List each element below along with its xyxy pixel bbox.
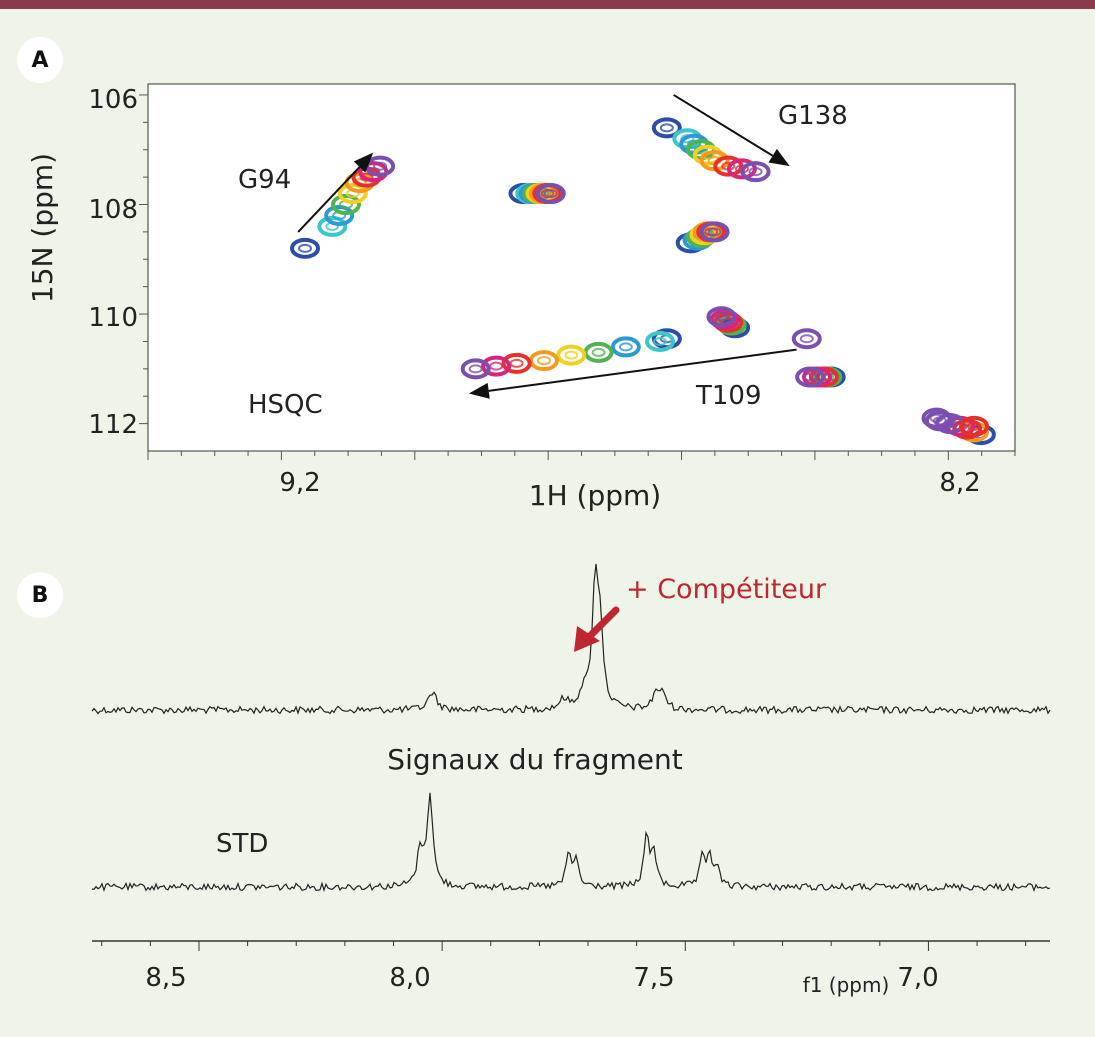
hsqc-peak — [924, 410, 955, 432]
x-tick-9-2: 9,2 — [279, 468, 320, 498]
hsqc-peak — [324, 204, 355, 226]
fragment-signals-label: Signaux du fragment — [387, 743, 682, 776]
hsqc-peak-contour — [591, 347, 606, 357]
hsqc-peak-contour — [543, 189, 558, 199]
std-label: STD — [216, 829, 268, 859]
direction-arrow — [673, 94, 790, 167]
hsqc-peak-contour — [929, 413, 944, 423]
hsqc-peak-contour — [799, 334, 814, 344]
std-ticks — [101, 941, 1027, 951]
hsqc-peak — [556, 344, 587, 366]
y-tick-110: 110 — [88, 303, 138, 333]
hsqc-peak — [610, 336, 641, 358]
hsqc-peak — [959, 415, 990, 437]
hsqc-ticks — [139, 94, 1016, 460]
hsqc-y-axis-label: 15N (ppm) — [26, 153, 59, 303]
x-tick-8-0: 8,0 — [389, 963, 430, 993]
hsqc-peak — [337, 183, 368, 205]
top-bar — [0, 0, 1095, 9]
std-traces — [91, 563, 1051, 893]
hsqc-peak — [481, 355, 512, 377]
hsqc-peak — [706, 306, 737, 328]
hsqc-peak — [317, 215, 348, 237]
hsqc-peak — [535, 183, 566, 205]
hsqc-peak — [501, 352, 532, 374]
hsqc-peak — [290, 237, 321, 259]
hsqc-peak — [791, 328, 822, 350]
peak-label-t109: T109 — [695, 381, 762, 411]
hsqc-peak — [699, 221, 730, 243]
hsqc-peak-contour — [618, 342, 633, 352]
y-tick-108: 108 — [88, 195, 138, 225]
std-chart: 8,5 8,0 7,5 7,0 f1 (ppm) Signaux du frag… — [91, 563, 1051, 997]
hsqc-arrows — [297, 94, 797, 399]
hsqc-peak — [330, 194, 361, 216]
hsqc-peak-contour — [967, 421, 982, 431]
hsqc-x-axis-label: 1H (ppm) — [529, 479, 661, 512]
competitor-annotation: + Compétiteur — [626, 574, 827, 605]
hsqc-label: HSQC — [248, 390, 323, 420]
panel-b-badge: B — [17, 572, 63, 618]
hsqc-peak — [645, 330, 676, 352]
panel-b-label: B — [31, 582, 49, 608]
hsqc-peak-contour — [564, 350, 579, 360]
hsqc-peak-contour — [714, 312, 729, 322]
x-tick-8-2: 8,2 — [939, 468, 980, 498]
y-tick-106: 106 — [88, 85, 138, 115]
hsqc-peak-contour — [373, 161, 388, 171]
competitor-spectrum-trace — [91, 563, 1051, 715]
panel-a-badge: A — [17, 37, 63, 83]
x-tick-7-5: 7,5 — [633, 963, 674, 993]
hsqc-peak-contour — [707, 227, 722, 237]
hsqc-peak-contour — [536, 356, 551, 366]
hsqc-peak — [795, 366, 826, 388]
hsqc-peak — [651, 117, 682, 139]
hsqc-peak — [740, 161, 771, 183]
direction-arrow — [297, 152, 374, 233]
hsqc-peak — [709, 309, 740, 331]
hsqc-plot-area — [147, 83, 1016, 452]
hsqc-chart: 106 108 110 112 9,2 8,2 1H (ppm) 15N (pp… — [26, 83, 1016, 512]
hsqc-peaks — [290, 117, 996, 446]
competitor-arrow — [574, 606, 620, 652]
hsqc-peak-contour — [748, 167, 763, 177]
hsqc-peak-contour — [659, 123, 674, 133]
panel-a-label: A — [31, 47, 49, 73]
x-tick-8-5: 8,5 — [145, 963, 186, 993]
direction-arrow — [468, 348, 797, 399]
hsqc-peak-contour — [298, 243, 313, 253]
std-spectrum-trace — [91, 792, 1051, 893]
peak-label-g138: G138 — [778, 101, 848, 131]
x-tick-7-0: 7,0 — [897, 963, 938, 993]
hsqc-peak — [460, 358, 491, 380]
y-tick-112: 112 — [88, 410, 138, 440]
std-x-axis-label: f1 (ppm) — [803, 973, 890, 997]
hsqc-peak-contour — [803, 372, 818, 382]
hsqc-peak — [921, 407, 952, 429]
hsqc-peak-contour — [653, 336, 668, 346]
hsqc-peak-contour — [468, 364, 483, 374]
peak-label-g94: G94 — [238, 165, 291, 195]
